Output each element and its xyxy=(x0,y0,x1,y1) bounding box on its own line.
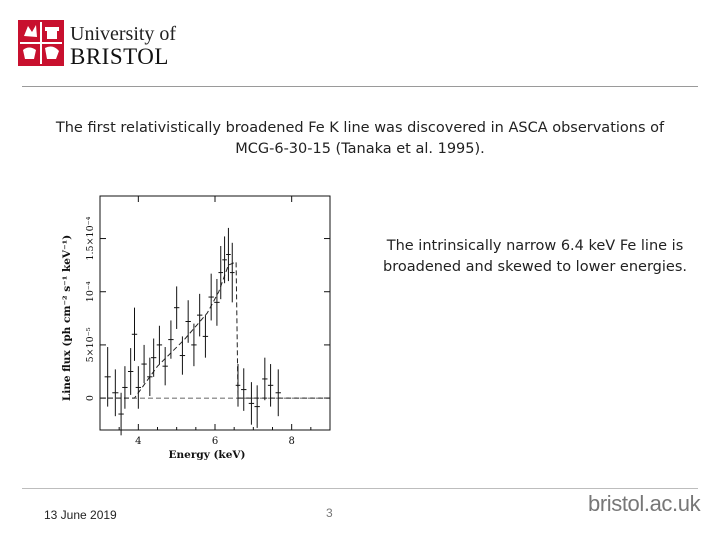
data-point xyxy=(118,392,124,436)
slide-heading: The first relativistically broadened Fe … xyxy=(55,120,665,157)
y-tick-label: 1.5×10⁻⁴ xyxy=(85,216,96,260)
data-point xyxy=(191,323,197,367)
data-point xyxy=(235,364,241,407)
data-point xyxy=(208,273,214,321)
x-tick-label: 4 xyxy=(135,436,141,447)
data-point xyxy=(173,286,180,329)
y-tick-label: 5×10⁻⁵ xyxy=(85,327,96,362)
y-tick-label: 0 xyxy=(85,395,96,401)
data-point xyxy=(202,315,209,358)
data-point xyxy=(147,357,153,396)
header-divider xyxy=(22,86,698,87)
data-point xyxy=(241,368,247,411)
data-point xyxy=(156,325,163,365)
x-axis-label: Energy (keV) xyxy=(169,449,246,460)
logo-wordmark-line2: BRISTOL xyxy=(70,44,169,69)
university-logo[interactable]: University of BRISTOL xyxy=(18,20,178,69)
slide-note: The intrinsically narrow 6.4 keV Fe line… xyxy=(383,238,687,275)
data-point xyxy=(168,320,174,359)
data-point xyxy=(179,336,186,375)
data-point xyxy=(127,348,134,395)
data-point xyxy=(248,382,255,425)
y-tick-label: 10⁻⁴ xyxy=(85,281,96,302)
y-axis-label: Line flux (ph cm⁻² s⁻¹ keV⁻¹) xyxy=(61,235,73,401)
university-crest-icon xyxy=(18,20,64,66)
data-point xyxy=(226,227,231,282)
data-point xyxy=(104,347,111,407)
data-point xyxy=(131,307,138,361)
data-point xyxy=(196,293,203,337)
x-tick-label: 6 xyxy=(212,436,218,447)
data-point xyxy=(254,385,260,428)
data-point xyxy=(262,357,268,401)
data-point xyxy=(162,347,168,386)
data-point xyxy=(214,278,220,326)
data-point xyxy=(185,300,191,343)
data-point xyxy=(218,245,224,300)
data-point xyxy=(275,369,281,417)
footer-date: 13 June 2019 xyxy=(44,508,117,522)
data-point xyxy=(112,369,119,417)
data-point xyxy=(267,364,274,407)
data-point xyxy=(222,236,227,284)
page-number: 3 xyxy=(326,506,333,520)
fe-line-chart: 4 6 8 0 5×10⁻⁵ 10⁻⁴ 1.5×10⁻⁴ Energy (keV) Line f… xyxy=(61,195,331,460)
website-link[interactable]: bristol.ac.uk xyxy=(588,491,701,516)
data-point xyxy=(141,344,147,384)
logo-wordmark-line1: University of xyxy=(70,23,177,45)
data-point xyxy=(150,338,157,377)
data-point xyxy=(229,242,235,303)
x-tick-label: 8 xyxy=(288,436,294,447)
data-point xyxy=(135,366,142,409)
data-point xyxy=(122,366,128,409)
footer-divider xyxy=(22,488,698,489)
